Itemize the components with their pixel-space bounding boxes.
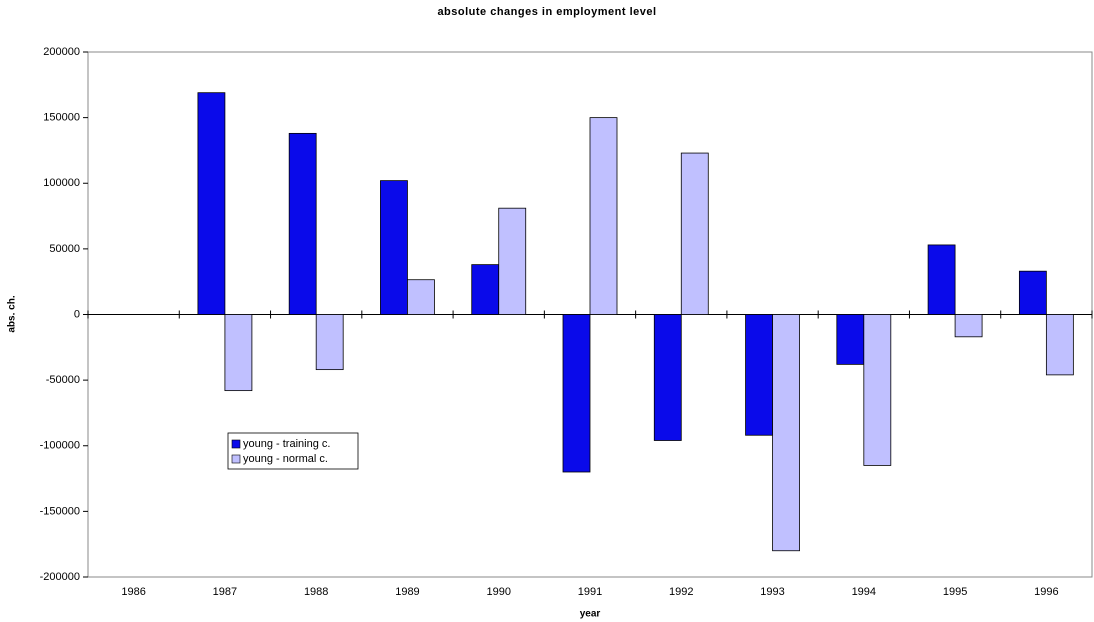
legend-box (227, 432, 359, 470)
bar (1045, 314, 1074, 376)
y-tick-label: 0 (74, 308, 80, 320)
x-tick-label: 1996 (1034, 586, 1058, 598)
chart-title: absolute changes in employment level (437, 6, 656, 18)
bar (562, 314, 591, 473)
bar (680, 152, 709, 315)
bar (772, 314, 800, 552)
x-tick-label: 1994 (852, 586, 876, 598)
legend-label: young - normal c. (243, 453, 328, 465)
bar (954, 314, 983, 338)
x-tick-label: 1990 (486, 586, 510, 598)
x-tick-label: 1995 (943, 586, 967, 598)
bar (863, 314, 892, 466)
legend-label: young - training c. (243, 438, 330, 450)
bar (315, 314, 344, 371)
y-tick-label: -200000 (40, 571, 80, 583)
x-tick-label: 1989 (395, 586, 419, 598)
bar (927, 244, 956, 315)
y-tick-label: 100000 (43, 177, 80, 189)
bar (380, 180, 408, 315)
x-tick-label: 1992 (669, 586, 693, 598)
bar (653, 314, 682, 441)
x-tick-label: 1993 (760, 586, 784, 598)
bar (288, 132, 317, 315)
bar (1018, 270, 1047, 315)
x-axis-title: year (580, 609, 601, 620)
y-tick-label: 200000 (43, 46, 80, 58)
legend-swatch (231, 454, 241, 464)
y-axis-title: abs. ch. (7, 295, 18, 332)
y-tick-label: -50000 (46, 374, 80, 386)
x-tick-label: 1987 (213, 586, 237, 598)
y-tick-label: 150000 (43, 112, 80, 124)
x-tick-label: 1986 (121, 586, 145, 598)
bar (407, 279, 435, 315)
y-tick-label: -150000 (40, 505, 80, 517)
y-tick-label: 50000 (49, 243, 80, 255)
bar (197, 92, 226, 315)
bar (745, 314, 773, 436)
y-tick-label: -100000 (40, 440, 80, 452)
bar (471, 264, 500, 315)
bar (836, 314, 865, 365)
legend-swatch (231, 439, 241, 449)
x-tick-label: 1991 (578, 586, 602, 598)
bar (589, 117, 618, 315)
bar (498, 207, 527, 315)
x-tick-label: 1988 (304, 586, 328, 598)
bar (224, 314, 253, 392)
